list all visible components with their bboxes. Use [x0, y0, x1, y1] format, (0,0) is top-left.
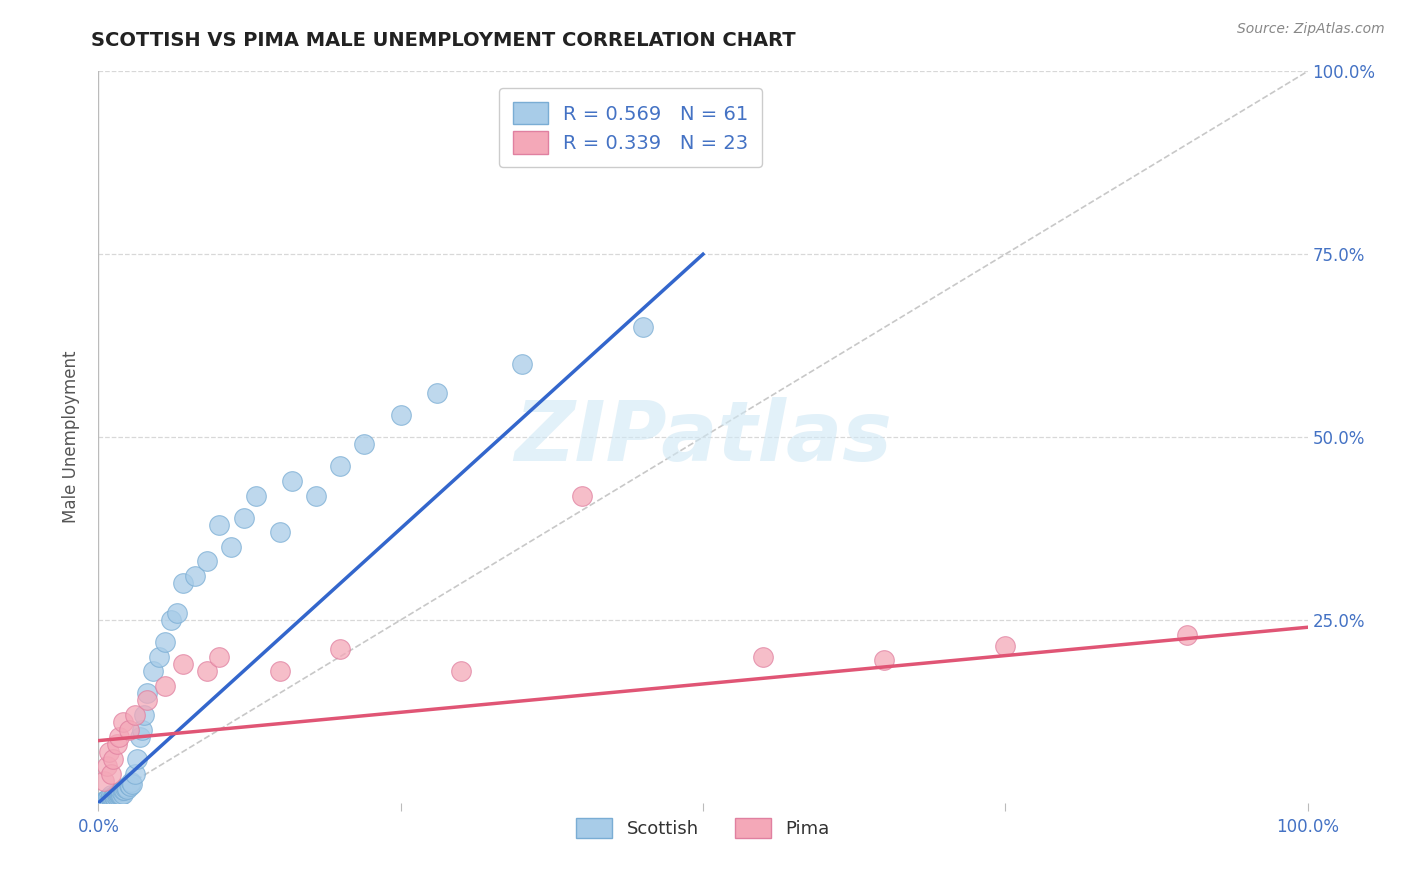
Point	[121, 777, 143, 791]
Point	[108, 789, 131, 803]
Point	[98, 793, 121, 807]
Point	[127, 752, 149, 766]
Point	[105, 789, 128, 804]
Point	[101, 790, 124, 805]
Point	[873, 653, 896, 667]
Point	[450, 664, 472, 678]
Point	[172, 576, 194, 591]
Point	[108, 730, 131, 744]
Point	[93, 773, 115, 788]
Point	[105, 737, 128, 751]
Point	[160, 613, 183, 627]
Point	[329, 459, 352, 474]
Point	[110, 788, 132, 802]
Point	[103, 789, 125, 804]
Point	[94, 793, 117, 807]
Point	[103, 789, 125, 804]
Point	[208, 649, 231, 664]
Point	[153, 635, 176, 649]
Point	[269, 664, 291, 678]
Point	[100, 792, 122, 806]
Point	[107, 786, 129, 800]
Point	[195, 664, 218, 678]
Point	[117, 781, 139, 796]
Point	[135, 686, 157, 700]
Point	[281, 474, 304, 488]
Point	[994, 639, 1017, 653]
Point	[124, 708, 146, 723]
Point	[118, 778, 141, 792]
Point	[1175, 627, 1198, 641]
Legend: Scottish, Pima: Scottish, Pima	[569, 811, 837, 845]
Point	[104, 790, 127, 805]
Point	[426, 386, 449, 401]
Point	[111, 787, 134, 801]
Point	[135, 693, 157, 707]
Point	[107, 789, 129, 804]
Point	[124, 766, 146, 780]
Point	[510, 357, 533, 371]
Point	[98, 745, 121, 759]
Point	[108, 789, 131, 803]
Point	[631, 320, 654, 334]
Point	[115, 780, 138, 794]
Point	[142, 664, 165, 678]
Point	[148, 649, 170, 664]
Point	[108, 785, 131, 799]
Point	[134, 708, 156, 723]
Point	[305, 489, 328, 503]
Point	[353, 437, 375, 451]
Point	[118, 723, 141, 737]
Point	[329, 642, 352, 657]
Text: Source: ZipAtlas.com: Source: ZipAtlas.com	[1237, 22, 1385, 37]
Point	[571, 489, 593, 503]
Point	[245, 489, 267, 503]
Point	[111, 715, 134, 730]
Point	[269, 525, 291, 540]
Point	[100, 766, 122, 780]
Point	[104, 789, 127, 803]
Point	[110, 784, 132, 798]
Text: SCOTTISH VS PIMA MALE UNEMPLOYMENT CORRELATION CHART: SCOTTISH VS PIMA MALE UNEMPLOYMENT CORRE…	[91, 31, 796, 50]
Point	[97, 791, 120, 805]
Point	[105, 787, 128, 801]
Point	[111, 783, 134, 797]
Point	[112, 782, 135, 797]
Point	[389, 408, 412, 422]
Point	[108, 786, 131, 800]
Y-axis label: Male Unemployment: Male Unemployment	[62, 351, 80, 524]
Point	[100, 790, 122, 805]
Point	[120, 775, 142, 789]
Point	[208, 517, 231, 532]
Point	[128, 730, 150, 744]
Point	[131, 723, 153, 737]
Text: ZIPatlas: ZIPatlas	[515, 397, 891, 477]
Point	[93, 794, 115, 808]
Point	[118, 779, 141, 793]
Point	[232, 510, 254, 524]
Point	[153, 679, 176, 693]
Point	[114, 781, 136, 796]
Point	[100, 791, 122, 805]
Point	[195, 554, 218, 568]
Point	[96, 792, 118, 806]
Point	[221, 540, 243, 554]
Point	[100, 789, 122, 803]
Point	[172, 657, 194, 671]
Point	[101, 752, 124, 766]
Point	[166, 606, 188, 620]
Point	[96, 759, 118, 773]
Point	[752, 649, 775, 664]
Point	[184, 569, 207, 583]
